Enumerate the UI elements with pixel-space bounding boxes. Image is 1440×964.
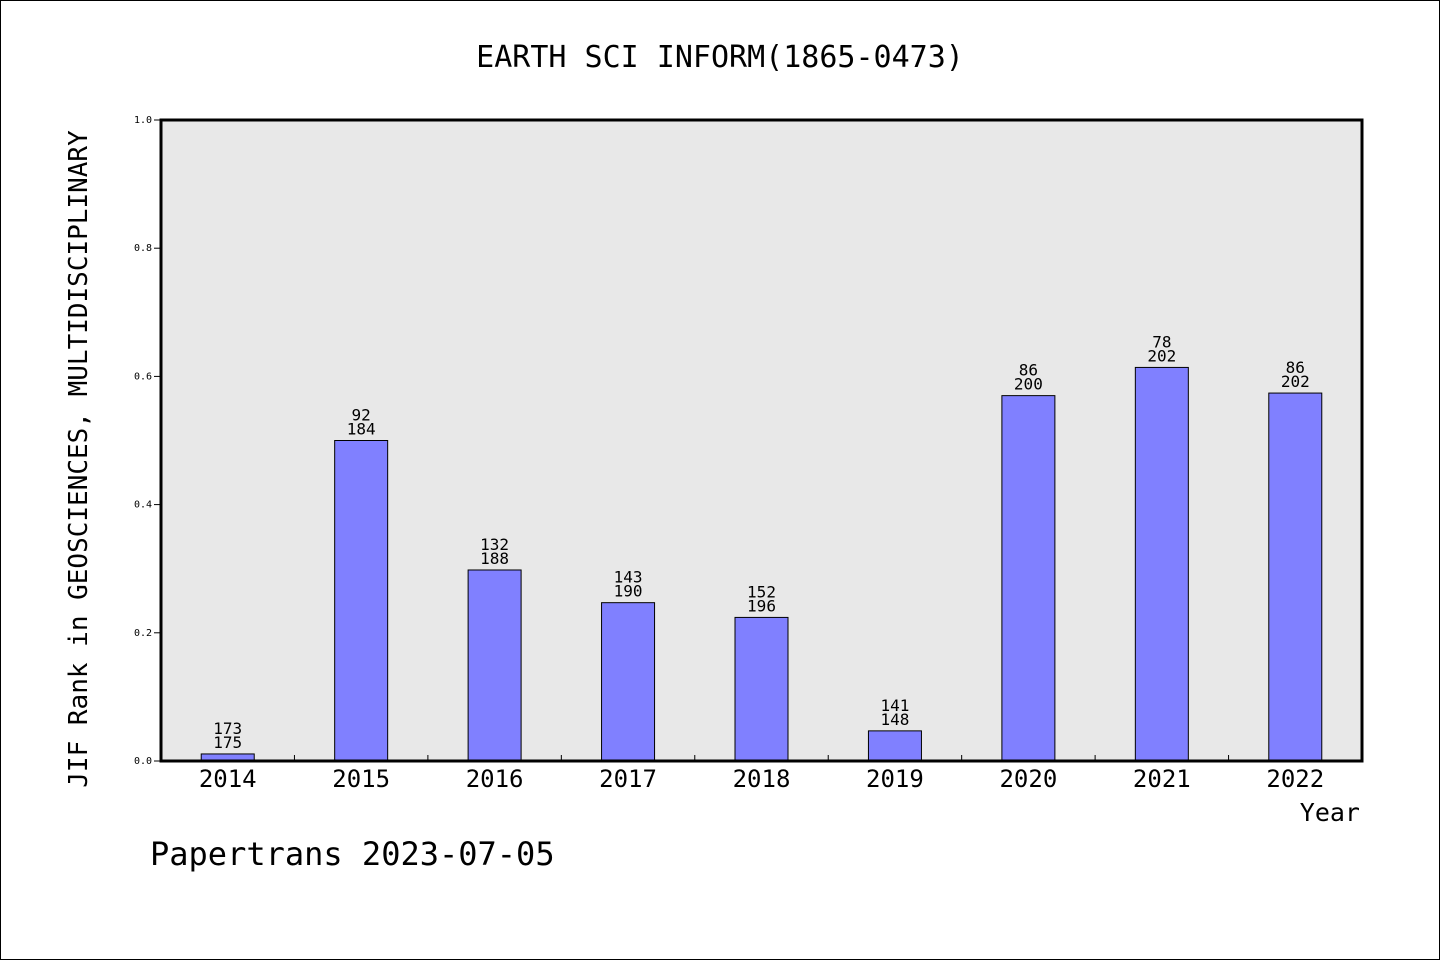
bar-2019 — [867, 730, 922, 762]
plot-border — [159, 118, 1364, 763]
bar-total-label: 202 — [1281, 372, 1310, 391]
y-tick-label: 1.0 — [134, 115, 152, 126]
bar-rank-label: 86 — [1286, 358, 1305, 377]
bar-rank-label: 152 — [747, 582, 776, 601]
x-tick-label: 2015 — [332, 765, 390, 793]
bar-total-label: 188 — [480, 549, 509, 568]
chart-title: EARTH SCI INFORM(1865-0473) — [476, 40, 964, 75]
x-tick-label: 2017 — [599, 765, 657, 793]
x-tick-label: 2016 — [466, 765, 524, 793]
bar-rank-label: 132 — [480, 535, 509, 554]
y-tick-label: 0.0 — [134, 756, 152, 767]
bar-2015 — [334, 440, 389, 762]
x-axis-label: Year — [1300, 798, 1360, 827]
y-axis-ticks: 0.0 0.2 0.4 0.6 0.8 1.0 — [134, 115, 161, 767]
footer-watermark: Papertrans 2023-07-05 — [150, 835, 555, 873]
bars — [200, 366, 1323, 762]
x-tick-label: 2020 — [999, 765, 1057, 793]
bar-rank-label: 143 — [614, 568, 643, 587]
x-tick-label: 2021 — [1133, 765, 1191, 793]
y-tick-label: 0.2 — [134, 628, 152, 639]
bar-2018 — [734, 616, 789, 762]
bar-total-label: 196 — [747, 596, 776, 615]
bar-rank-label: 173 — [213, 719, 242, 738]
x-axis-ticks: 2014 2015 2016 2017 2018 2019 2020 2021 2022 — [199, 755, 1324, 793]
x-tick-label: 2014 — [199, 765, 257, 793]
x-tick-label: 2019 — [866, 765, 924, 793]
y-tick-label: 0.8 — [134, 243, 152, 254]
bar-2017 — [601, 602, 656, 762]
bar-total-label: 175 — [213, 733, 242, 752]
y-tick-label: 0.6 — [134, 371, 152, 382]
x-tick-label: 2022 — [1266, 765, 1324, 793]
bar-total-label: 190 — [614, 582, 643, 601]
bar-total-label: 184 — [347, 420, 376, 439]
bar-2022 — [1268, 392, 1323, 762]
y-axis-label: JIF Rank in GEOSCIENCES, MULTIDISCIPLINA… — [64, 130, 94, 788]
bar-2020 — [1001, 395, 1056, 762]
bar-rank-label: 86 — [1019, 361, 1038, 380]
bar-rank-label: 141 — [880, 696, 909, 715]
bar-2021 — [1134, 366, 1189, 762]
bar-rank-label: 92 — [352, 406, 371, 425]
bar-rank-label: 78 — [1152, 332, 1171, 351]
bar-total-label: 148 — [880, 710, 909, 729]
bar-total-label: 200 — [1014, 375, 1043, 394]
bar-total-label: 202 — [1147, 346, 1176, 365]
y-tick-label: 0.4 — [134, 500, 152, 511]
bar-2016 — [467, 569, 522, 762]
x-tick-label: 2018 — [733, 765, 791, 793]
